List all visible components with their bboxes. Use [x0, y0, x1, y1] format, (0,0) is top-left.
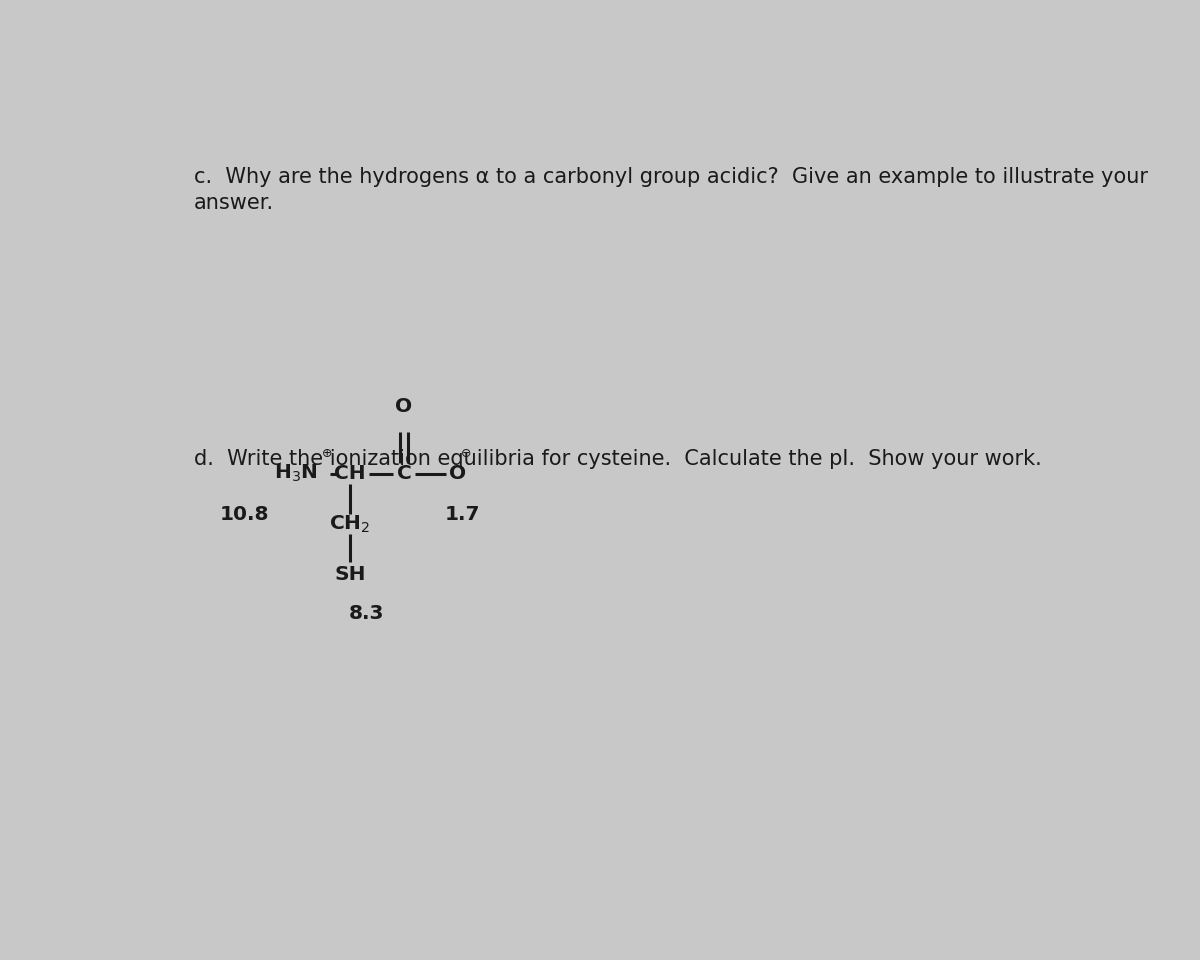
Text: answer.: answer.: [193, 193, 274, 213]
Text: H$_3$N: H$_3$N: [275, 463, 318, 485]
Text: d.  Write the ionization equilibria for cysteine.  Calculate the pI.  Show your : d. Write the ionization equilibria for c…: [193, 449, 1042, 469]
Text: ⊖: ⊖: [461, 446, 472, 460]
Text: CH: CH: [334, 465, 366, 483]
Text: C: C: [396, 465, 412, 483]
Text: CH$_2$: CH$_2$: [329, 514, 371, 535]
Text: 1.7: 1.7: [445, 505, 480, 524]
Text: ⊕: ⊕: [322, 446, 332, 460]
Text: SH: SH: [334, 564, 366, 584]
Text: O: O: [395, 397, 413, 416]
Text: 10.8: 10.8: [220, 505, 270, 524]
Text: c.  Why are the hydrogens α to a carbonyl group acidic?  Give an example to illu: c. Why are the hydrogens α to a carbonyl…: [193, 167, 1147, 187]
Text: 8.3: 8.3: [349, 604, 384, 623]
Text: O: O: [449, 465, 467, 483]
